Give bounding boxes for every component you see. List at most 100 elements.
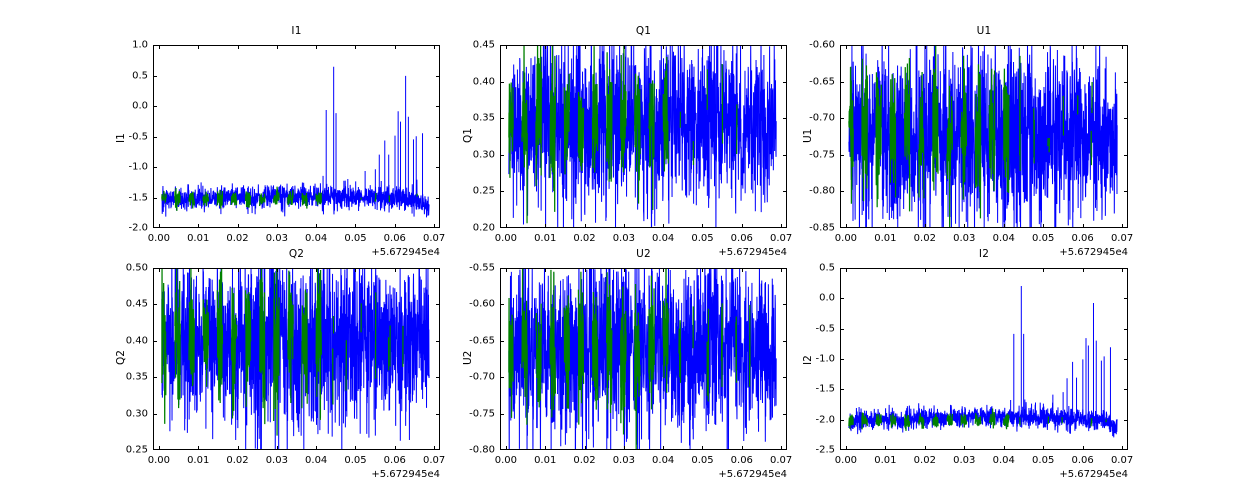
x-tick-label: 0.06 xyxy=(1071,233,1094,244)
x-tick-label: 0.07 xyxy=(422,455,446,466)
x-axis-offset-text: +5.672945e4 xyxy=(1059,469,1128,480)
y-tick-label: -0.75 xyxy=(809,149,835,161)
x-tick-mark xyxy=(1043,268,1045,272)
series-green xyxy=(875,414,883,427)
x-tick-mark xyxy=(845,446,847,450)
y-tick-mark xyxy=(1124,359,1128,360)
x-tick-mark xyxy=(885,268,887,272)
y-tick-mark xyxy=(153,197,157,199)
x-tick-label: 0.03 xyxy=(953,455,976,466)
x-tick-mark xyxy=(964,224,966,228)
x-tick-mark xyxy=(198,45,200,49)
x-tick-mark xyxy=(1082,446,1084,450)
x-tick-mark xyxy=(741,268,743,272)
x-tick-label: 0.06 xyxy=(383,233,406,244)
series-green xyxy=(374,193,377,202)
x-tick-mark xyxy=(505,446,507,450)
series-green xyxy=(662,56,669,172)
x-tick-label: 0.04 xyxy=(652,455,675,466)
y-axis-label-text: I2 xyxy=(802,355,814,365)
series-green xyxy=(174,269,181,409)
x-tick-mark xyxy=(1003,45,1005,49)
x-tick-label: 0.02 xyxy=(573,455,596,466)
x-tick-mark xyxy=(1003,224,1005,228)
series-green xyxy=(605,52,613,182)
x-tick-mark xyxy=(584,224,586,228)
x-tick-mark xyxy=(1082,268,1084,272)
x-tick-mark xyxy=(964,268,966,272)
y-tick-mark xyxy=(436,197,440,199)
x-tick-label: 0.04 xyxy=(992,233,1015,244)
series-green xyxy=(946,85,953,227)
series-green xyxy=(946,413,953,426)
x-tick-label: 0.02 xyxy=(226,233,249,244)
x-tick-mark xyxy=(505,268,507,272)
y-tick-label: -0.75 xyxy=(469,408,495,420)
x-axis-offset-text: +5.672945e4 xyxy=(718,247,787,258)
x-tick-mark xyxy=(434,268,436,272)
x-tick-mark xyxy=(355,446,357,450)
y-tick-mark xyxy=(783,154,787,156)
y-axis-label-text: I1 xyxy=(115,132,127,143)
x-tick-mark xyxy=(316,268,318,272)
x-tick-mark xyxy=(885,45,887,49)
x-tick-label: 0.00 xyxy=(494,455,518,466)
x-tick-mark xyxy=(355,224,357,228)
x-tick-label: 0.00 xyxy=(147,233,171,244)
x-tick-mark xyxy=(702,446,704,450)
series-blue xyxy=(848,46,1118,227)
x-axis-offset-text: +5.672945e4 xyxy=(718,469,787,480)
plot-panel-q1: Q1 Q1 0.20 0.25 0.30 0.35 0.40 0.45 0.00 0.01 0.02… xyxy=(462,25,792,258)
series-green xyxy=(563,295,571,409)
x-tick-label: 0.01 xyxy=(534,233,557,244)
x-tick-mark xyxy=(1122,224,1124,228)
x-tick-mark xyxy=(276,446,278,450)
y-tick-mark xyxy=(1124,419,1128,421)
y-tick-mark xyxy=(1124,154,1128,156)
x-tick-mark xyxy=(394,268,396,272)
y-tick-mark xyxy=(783,304,787,306)
x-tick-label: 0.01 xyxy=(187,455,210,466)
series-green xyxy=(273,269,280,436)
x-tick-mark xyxy=(702,268,704,272)
y-tick-mark xyxy=(783,81,787,83)
series-green xyxy=(735,316,738,383)
y-tick-mark xyxy=(840,81,844,83)
x-tick-label: 0.01 xyxy=(874,233,897,244)
series-green xyxy=(301,289,308,409)
x-tick-label: 0.05 xyxy=(344,455,367,466)
x-tick-mark xyxy=(545,224,547,228)
x-tick-mark xyxy=(1043,446,1045,450)
x-tick-mark xyxy=(434,446,436,450)
x-tick-mark xyxy=(394,446,396,450)
series-green xyxy=(903,58,911,212)
x-tick-mark xyxy=(584,446,586,450)
series-green xyxy=(521,46,528,224)
x-tick-label: 0.02 xyxy=(913,233,936,244)
y-tick-mark xyxy=(840,419,844,421)
series-green xyxy=(161,190,167,204)
x-tick-mark xyxy=(1082,224,1084,228)
series-blue xyxy=(508,46,777,227)
series-green xyxy=(861,58,868,202)
x-tick-label: 0.05 xyxy=(691,455,714,466)
x-tick-mark xyxy=(1122,268,1124,272)
x-tick-label: 0.06 xyxy=(383,455,406,466)
y-tick-mark xyxy=(436,106,440,107)
y-tick-label: -0.60 xyxy=(809,39,835,51)
x-tick-mark xyxy=(545,446,547,450)
x-tick-mark xyxy=(845,45,847,49)
x-tick-label: 0.04 xyxy=(305,233,328,244)
y-tick-label: -2.0 xyxy=(128,222,148,234)
y-tick-mark xyxy=(500,340,504,342)
series-green xyxy=(848,414,854,430)
x-tick-label: 0.07 xyxy=(1110,455,1134,466)
y-tick-label: -0.70 xyxy=(469,371,495,383)
series-green xyxy=(591,46,599,173)
y-axis-label-text: U2 xyxy=(462,350,474,365)
x-tick-mark xyxy=(316,224,318,228)
series-green xyxy=(188,191,195,209)
x-tick-mark xyxy=(237,224,239,228)
y-tick-mark xyxy=(153,304,157,306)
y-tick-label: -2.5 xyxy=(815,444,835,456)
